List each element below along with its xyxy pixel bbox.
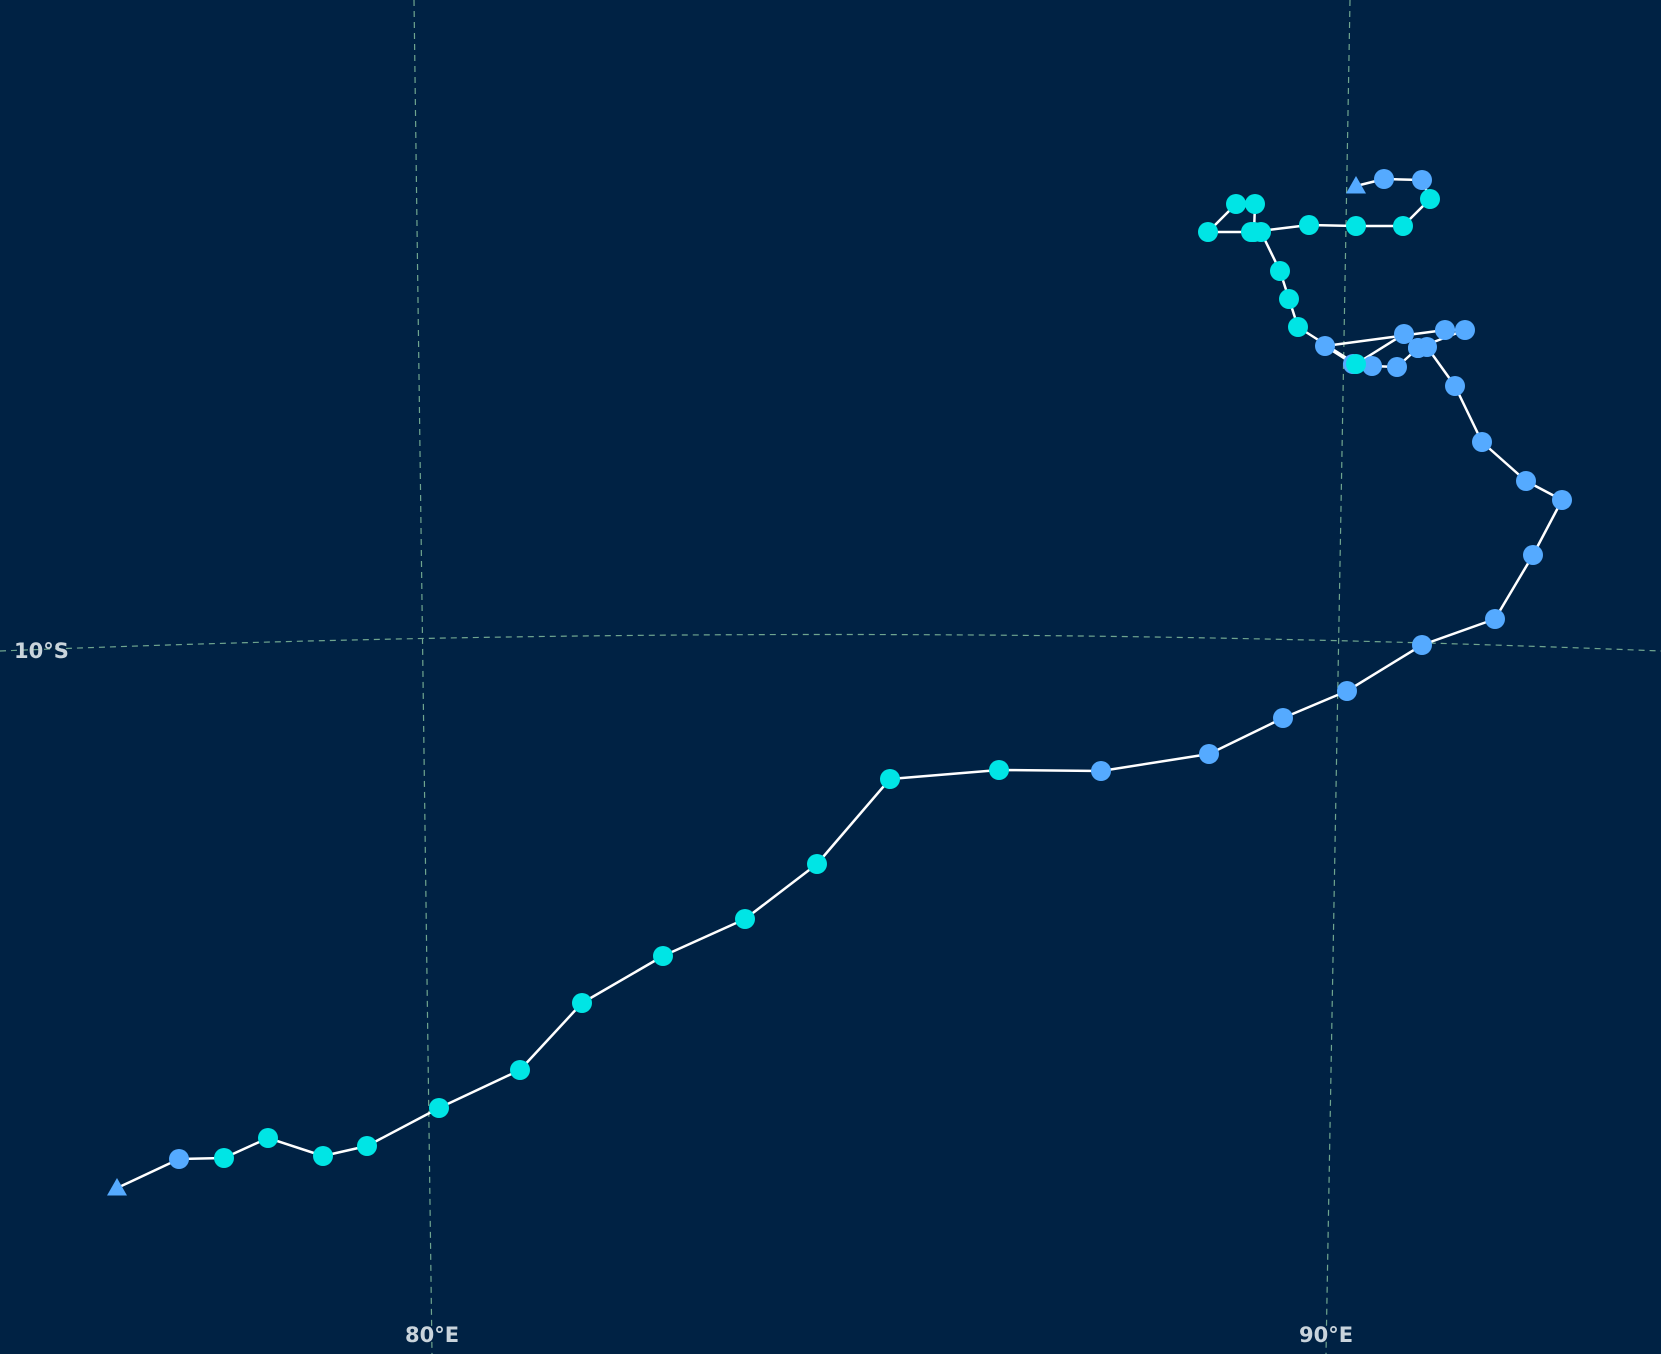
meridian-80e — [413, 0, 433, 1354]
track-point — [1226, 194, 1246, 214]
track-point — [169, 1149, 189, 1169]
track-point — [1455, 320, 1475, 340]
track-point — [1374, 169, 1394, 189]
track-point — [429, 1098, 449, 1118]
track-point — [1408, 338, 1428, 358]
track-point — [1472, 432, 1492, 452]
track-end-marker — [1346, 176, 1366, 194]
track-point — [313, 1146, 333, 1166]
track-point — [1270, 261, 1290, 281]
lon-label-90e: 90°E — [1299, 1323, 1353, 1347]
track-point — [1485, 609, 1505, 629]
track-point — [357, 1136, 377, 1156]
track-point — [735, 909, 755, 929]
track-point — [572, 993, 592, 1013]
track-point — [1288, 317, 1308, 337]
track-point — [1387, 357, 1407, 377]
lon-label-80e: 80°E — [405, 1323, 459, 1347]
track-point — [1315, 336, 1335, 356]
track-point — [1412, 170, 1432, 190]
track-point — [510, 1060, 530, 1080]
track-point — [1198, 222, 1218, 242]
track-point — [1199, 744, 1219, 764]
graticule-labels: 10°S 80°E 90°E — [14, 639, 1353, 1347]
track-point — [807, 854, 827, 874]
track-start-marker — [107, 1178, 127, 1196]
track-point — [1445, 376, 1465, 396]
track-point — [1299, 215, 1319, 235]
track-point — [1516, 471, 1536, 491]
track-point — [1273, 708, 1293, 728]
track-point — [1245, 194, 1265, 214]
track-point — [1362, 356, 1382, 376]
track-point — [989, 760, 1009, 780]
track-point — [1435, 320, 1455, 340]
track-point — [1523, 545, 1543, 565]
track-point — [214, 1148, 234, 1168]
track-point — [1393, 216, 1413, 236]
track-points — [169, 169, 1572, 1169]
track-point — [1412, 635, 1432, 655]
track-point — [653, 946, 673, 966]
track-point — [1091, 761, 1111, 781]
track-point — [880, 769, 900, 789]
track-point — [1420, 189, 1440, 209]
lat-label-10s: 10°S — [14, 639, 69, 663]
parallel-10s — [0, 633, 1661, 652]
track-point — [1346, 354, 1366, 374]
track-point — [1337, 681, 1357, 701]
track-point — [258, 1128, 278, 1148]
track-point — [1552, 490, 1572, 510]
track-point — [1346, 216, 1366, 236]
track-point — [1241, 222, 1261, 242]
track-point — [1279, 289, 1299, 309]
track-point — [1394, 324, 1414, 344]
